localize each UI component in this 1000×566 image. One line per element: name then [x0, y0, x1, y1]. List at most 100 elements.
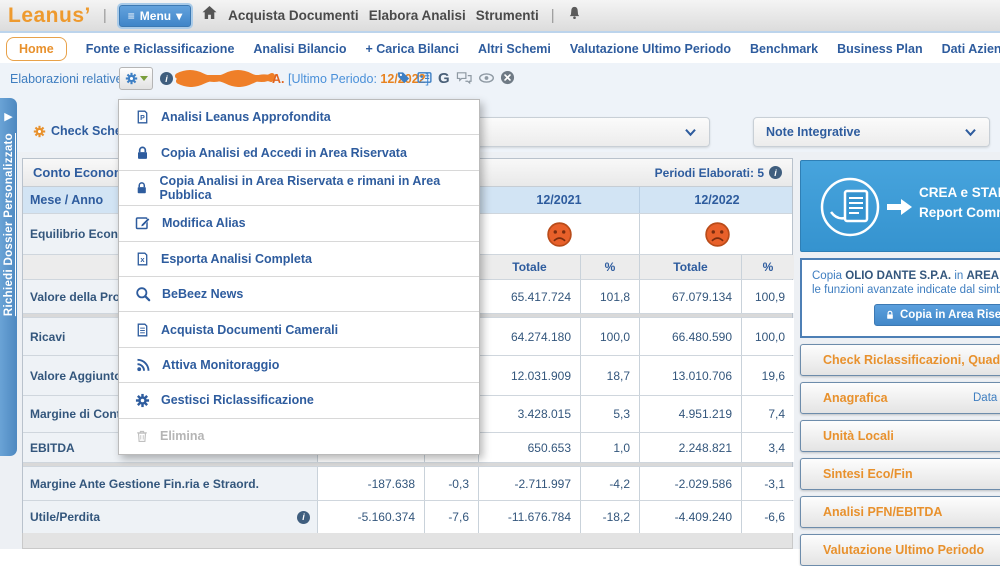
subheader-totale: Totale	[478, 255, 580, 279]
sad-face-icon	[546, 221, 572, 247]
menu-item-modifica-alias[interactable]: Modifica Alias	[119, 206, 479, 242]
divider: |	[102, 7, 107, 24]
svg-text:x: x	[140, 255, 145, 264]
menu-item-esporta-analisi-completa[interactable]: x Esporta Analisi Completa	[119, 242, 479, 277]
lock-icon	[887, 310, 893, 319]
period-column-12-2021: 12/2021	[478, 187, 639, 213]
table-row: Utile/Perdita i -5.160.374 -7,6 -11.676.…	[23, 501, 794, 534]
row-label: Margine Ante Gestione Fin.ria e Straord.	[23, 467, 317, 500]
gear-dropdown-menu: P Analisi Leanus Approfondita Copia Anal…	[118, 99, 480, 455]
row-label: Utile/Perdita	[30, 510, 101, 524]
nav-benchmark[interactable]: Benchmark	[750, 42, 819, 56]
richiedi-dossier-tab[interactable]: ▶ Richiedi Dossier Personalizzato	[0, 98, 17, 456]
menu-item-attiva-monitoraggio[interactable]: Attiva Monitoraggio	[119, 348, 479, 384]
file-lines-icon	[137, 323, 148, 336]
menu-item-copia-analisi-rimani[interactable]: Copia Analisi in Area Riservata e rimani…	[119, 171, 479, 207]
check-schemi-label: Check Schemi	[51, 124, 137, 138]
company-info-icon[interactable]: i	[160, 72, 173, 85]
eye-icon[interactable]	[478, 71, 495, 88]
gear-icon	[135, 393, 150, 407]
top-nav-strumenti[interactable]: Strumenti	[475, 8, 539, 23]
nav-altri-schemi[interactable]: Altri Schemi	[477, 42, 551, 56]
richiedi-dossier-label: Richiedi Dossier Personalizzato	[2, 133, 15, 317]
ultimo-periodo-text: [Ultimo Periodo: 12/2022]	[288, 72, 429, 86]
subheader-pct: %	[580, 255, 639, 279]
check-riclassificazioni-button[interactable]: Check Riclassificazioni, Quadrat	[800, 344, 1000, 376]
menu-item-analisi-leanus-approfondita[interactable]: P Analisi Leanus Approfondita	[119, 100, 479, 136]
top-nav-elabora-analisi[interactable]: Elabora Analisi	[368, 8, 466, 23]
nav-valutazione-ultimo-periodo[interactable]: Valutazione Ultimo Periodo	[569, 42, 732, 56]
menu-item-bebeez-news[interactable]: BeBeez News	[119, 277, 479, 313]
lock-icon	[138, 146, 147, 159]
company-name: OLIO DANTE S.P.A.	[845, 270, 952, 282]
nav-fonte-e-riclassificazione[interactable]: Fonte e Riclassificazione	[85, 42, 235, 56]
report-document-icon	[820, 177, 880, 237]
edit-icon	[135, 217, 150, 230]
search-icon	[136, 287, 151, 302]
expand-arrow-icon: ▶	[4, 111, 13, 123]
copy-analysis-box: Copia OLIO DANTE S.P.A. in AREA le funzi…	[800, 258, 1000, 338]
bell-icon[interactable]	[567, 5, 582, 26]
top-nav-acquista-documenti[interactable]: Acquista Documenti	[228, 8, 359, 23]
id-card-icon[interactable]	[416, 70, 433, 88]
nav-dati-azienda[interactable]: Dati Azienda	[941, 42, 1000, 56]
info-icon[interactable]: i	[297, 510, 310, 524]
google-icon[interactable]: G	[438, 70, 450, 87]
sintesi-eco-fin-button[interactable]: Sintesi Eco/Fin	[800, 458, 1000, 490]
top-bar: Leanus’ | ≡ Menu ▾ Acquista Documenti El…	[0, 0, 1000, 33]
mese-anno-label: Mese / Anno	[30, 193, 104, 207]
home-icon[interactable]	[201, 5, 218, 26]
table-title: Conto Economico	[33, 165, 145, 180]
menu-button-label: Menu	[139, 8, 172, 23]
nav-home[interactable]: Home	[6, 37, 67, 61]
periodi-elaborati: Periodi Elaborati: 5 i	[655, 166, 782, 180]
anagrafica-extra-label: Data	[973, 392, 998, 404]
redacted-company-name	[175, 69, 275, 90]
chevron-down-icon	[965, 129, 976, 137]
valutazione-ultimo-periodo-button[interactable]: Valutazione Ultimo Periodo	[800, 534, 1000, 566]
chat-bubbles-icon[interactable]	[455, 70, 473, 88]
cta-line2: Report Comm	[919, 205, 1000, 220]
crea-report-cta[interactable]: CREA e STAM Report Comm	[800, 160, 1000, 252]
company-name-tail: A.	[272, 72, 285, 86]
menu-item-acquista-documenti-camerali[interactable]: Acquista Documenti Camerali	[119, 312, 479, 348]
periodi-elaborati-label: Periodi Elaborati: 5	[654, 165, 764, 180]
svg-text:P: P	[140, 115, 145, 122]
copy-analysis-text-line1: Copia OLIO DANTE S.P.A. in AREA	[812, 270, 1000, 282]
tag-icon[interactable]	[396, 70, 411, 88]
table-footer-strip	[22, 533, 793, 549]
context-bar: Elaborazioni relative a: i A. [Ultimo Pe…	[0, 66, 1000, 92]
note-integrative-select[interactable]: Note Integrative	[753, 117, 990, 147]
anagrafica-button[interactable]: Anagrafica Data	[800, 382, 1000, 414]
nav-carica-bilanci[interactable]: + Carica Bilanci	[365, 42, 459, 56]
subheader-totale: Totale	[639, 255, 741, 279]
check-schemi-link[interactable]: Check Schemi	[33, 124, 136, 138]
gear-icon	[33, 125, 46, 137]
menu-item-gestisci-riclassificazione[interactable]: Gestisci Riclassificazione	[119, 383, 479, 419]
close-circle-icon[interactable]	[500, 70, 515, 88]
chevron-down-icon	[685, 129, 696, 137]
trash-icon	[137, 431, 147, 443]
analysis-actions-gear-button[interactable]	[119, 67, 153, 90]
copy-analysis-text-line2: le funzioni avanzate indicate dal simb	[812, 284, 1000, 296]
rss-icon	[137, 358, 150, 372]
menu-item-copia-analisi-accedi[interactable]: Copia Analisi ed Accedi in Area Riservat…	[119, 135, 479, 171]
period-column-12-2022: 12/2022	[639, 187, 794, 213]
group-separator	[23, 463, 792, 467]
nav-analisi-bilancio[interactable]: Analisi Bilancio	[253, 42, 347, 56]
menu-button[interactable]: ≡ Menu ▾	[118, 4, 192, 27]
file-excel-icon: x	[137, 252, 148, 266]
nav-business-plan[interactable]: Business Plan	[837, 42, 923, 56]
cta-line1: CREA e STAM	[919, 185, 1000, 200]
file-p-icon: P	[137, 110, 148, 124]
subheader-pct: %	[741, 255, 794, 279]
caret-down-icon: ▾	[176, 8, 183, 23]
main-nav: Home Fonte e Riclassificazione Analisi B…	[0, 35, 1000, 63]
analisi-pfn-ebitda-button[interactable]: Analisi PFN/EBITDA	[800, 496, 1000, 528]
menu-item-elimina: Elimina	[119, 419, 479, 454]
unita-locali-button[interactable]: Unità Locali	[800, 420, 1000, 452]
copia-in-area-riservata-button[interactable]: Copia in Area Riserva	[874, 304, 1000, 326]
context-label: Elaborazioni relative a:	[10, 72, 137, 86]
info-icon[interactable]: i	[769, 166, 782, 179]
period-suffix: ]	[425, 72, 430, 86]
